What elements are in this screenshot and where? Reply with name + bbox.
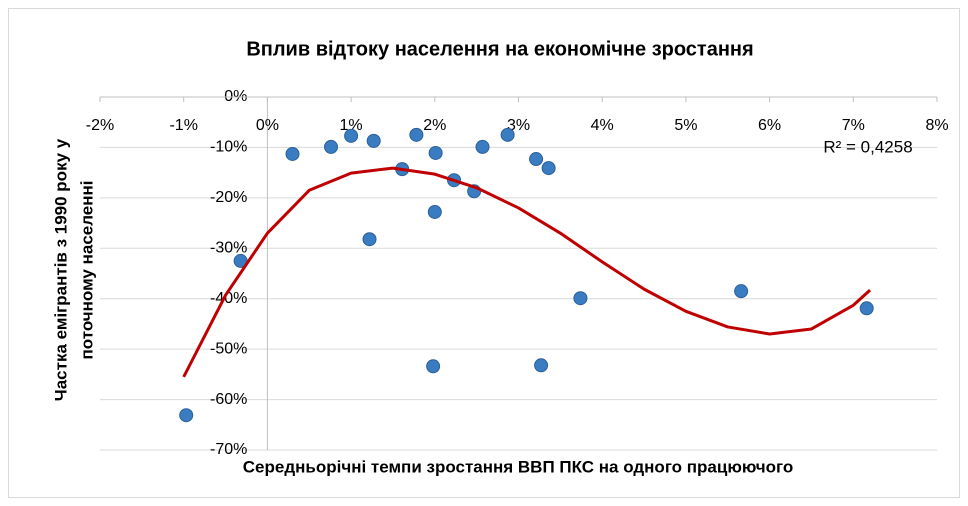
chart-border (8, 8, 960, 498)
point (179, 408, 194, 423)
x-tick-label: 1% (340, 117, 363, 134)
y-axis-title: поточному населенні (77, 180, 96, 359)
x-tick-label: -2% (86, 117, 114, 134)
y-tick-label: -20% (210, 189, 247, 206)
point (427, 204, 442, 219)
point (573, 291, 588, 306)
point (344, 128, 359, 143)
y-tick-label: -10% (210, 139, 247, 156)
x-tick-label: 4% (591, 117, 614, 134)
r-squared: R² = 0,4258 (823, 137, 912, 156)
x-tick-label: 2% (423, 117, 446, 134)
y-tick-label: -60% (210, 391, 247, 408)
x-axis-title: Середньорічні темпи зростання ВВП ПКС на… (243, 457, 793, 476)
x-tick-label: 0% (256, 117, 279, 134)
point (428, 145, 443, 160)
x-tick-label: 5% (674, 117, 697, 134)
point (859, 301, 874, 316)
point (426, 359, 441, 374)
point (285, 146, 300, 161)
point (366, 133, 381, 148)
y-axis-title: Частка емігрантів з 1990 року у (51, 138, 70, 401)
x-tick-label: 7% (842, 117, 865, 134)
point (475, 139, 490, 154)
x-tick-label: 3% (507, 117, 530, 134)
point (500, 127, 515, 142)
point (324, 139, 339, 154)
chart-title: Вплив відтоку населення на економічне зр… (246, 38, 753, 60)
y-tick-label: -70% (210, 441, 247, 458)
point (409, 127, 424, 142)
x-tick-label: -1% (169, 117, 197, 134)
point (534, 358, 549, 373)
x-tick-label: 8% (925, 117, 948, 134)
point (541, 161, 556, 176)
point (734, 284, 749, 299)
y-tick-label: -50% (210, 340, 247, 357)
y-tick-label: -40% (210, 290, 247, 307)
point (529, 152, 544, 167)
y-tick-label: -30% (210, 240, 247, 257)
point (362, 232, 377, 247)
x-tick-label: 6% (758, 117, 781, 134)
trendline (182, 166, 872, 378)
